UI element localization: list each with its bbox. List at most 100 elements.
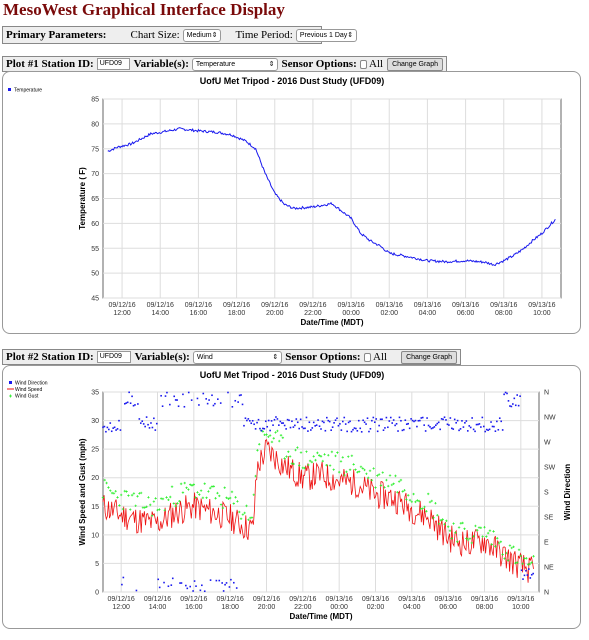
wind-direction-point (129, 402, 132, 405)
primary-parameters-bar: Primary Parameters: Chart Size: Medium ⇕ … (2, 26, 358, 44)
wind-gust-point (154, 497, 157, 500)
wind-gust-point (327, 453, 330, 457)
wind-direction-point (212, 404, 215, 407)
wind-direction-point (493, 425, 495, 428)
wind-gust-point (407, 494, 410, 497)
wind-direction-point (167, 585, 170, 588)
wind-direction-point (424, 430, 427, 432)
wind-gust-point (374, 486, 377, 489)
wind-gust-point (330, 450, 334, 454)
wind-gust-point (334, 454, 337, 458)
wind-xtick-time: 22:00 (294, 604, 312, 611)
wind-direction-point (187, 391, 190, 394)
wind-gust-point (381, 471, 384, 474)
wind-gust-point (323, 453, 326, 456)
wind-direction-point (339, 423, 341, 425)
wind-direction-point (103, 425, 106, 428)
wind-direction-point (209, 579, 212, 581)
wind-gust-point (158, 508, 161, 511)
wind-gust-point (388, 474, 392, 477)
wind-gust-point (352, 463, 355, 466)
wind-gust-point (443, 523, 446, 526)
wind-gust-point (448, 529, 452, 533)
wind-gust-point (103, 478, 107, 482)
wind-direction-point (166, 391, 168, 394)
wind-gust-point (119, 493, 123, 497)
wind-gust-point (230, 490, 234, 494)
temp-ytick-label: 50 (91, 271, 99, 278)
wind-gust-point (228, 496, 232, 500)
wind-y2tick-label: NE (544, 565, 554, 572)
wind-direction-point (173, 395, 176, 398)
chevron-updown-icon: ⇕ (272, 354, 279, 361)
wind-direction-point (147, 423, 149, 426)
wind-gust-point (205, 496, 208, 499)
wind-direction-point (514, 404, 517, 407)
wind-gust-point (245, 504, 248, 508)
wind-gust-point (403, 488, 406, 492)
wind-direction-point (294, 424, 296, 427)
wind-direction-point (234, 399, 237, 402)
wind-direction-point (507, 400, 510, 402)
wind-direction-point (458, 429, 460, 432)
page-title: MesoWest Graphical Interface Display (3, 0, 285, 19)
wind-direction-point (135, 589, 138, 592)
wind-gust-point (274, 431, 277, 434)
wind-gust-point (299, 451, 303, 454)
wind-gust-point (528, 562, 532, 566)
wind-gust-point (510, 546, 513, 550)
wind-direction-point (451, 427, 453, 430)
wind-gust-point (219, 503, 223, 506)
wind-direction-point (411, 419, 414, 422)
wind-direction-point (225, 582, 228, 584)
primary-parameters-label: Primary Parameters: (6, 29, 107, 41)
plot1-variable-select[interactable]: Temperature ⇕ (191, 57, 279, 71)
wind-gust-point (463, 527, 466, 530)
wind-gust-point (492, 530, 495, 533)
plot2-variable-value: Wind (196, 353, 213, 361)
plot1-all-checkbox[interactable] (359, 59, 367, 69)
wind-direction-point (368, 430, 370, 433)
wind-gust-point (414, 500, 417, 504)
wind-direction-point (407, 422, 409, 425)
wind-direction-point (372, 416, 375, 419)
wind-gust-point (521, 562, 524, 566)
wind-direction-point (273, 418, 276, 421)
plot2-variable-select[interactable]: Wind ⇕ (192, 350, 283, 364)
wind-direction-point (440, 418, 443, 420)
wind-direction-point (151, 426, 154, 429)
wind-direction-point (109, 422, 112, 424)
legend-wind-gust-swatch (9, 394, 12, 398)
wind-gust-point (238, 510, 241, 514)
plot2-change-graph-button[interactable]: Change Graph (401, 350, 457, 364)
wind-gust-point (312, 455, 315, 458)
wind-direction-point (401, 429, 404, 432)
wind-direction-point (237, 401, 239, 403)
temp-xtick-date: 09/12/16 (223, 302, 250, 309)
wind-direction-point (384, 427, 386, 429)
wind-gust-point (161, 497, 165, 501)
wind-direction-point (110, 430, 113, 433)
wind-gust-point (343, 473, 346, 477)
plot2-station-input[interactable]: UFD09 (96, 351, 131, 363)
wind-gust-point (307, 463, 310, 467)
wind-direction-point (314, 425, 316, 427)
plot1-panel: UofU Met Tripod - 2016 Dust Study (UFD09… (2, 71, 581, 334)
time-period-select[interactable]: Previous 1 Day ⇕ (295, 28, 358, 42)
temp-xtick-date: 09/12/16 (299, 302, 326, 309)
wind-direction-point (288, 419, 290, 422)
wind-gust-point (530, 561, 533, 564)
wind-gust-point (109, 489, 112, 492)
wind-gust-point (316, 451, 319, 455)
wind-gust-point (112, 492, 116, 495)
wind-gust-point (437, 522, 441, 526)
wind-gust-point (441, 518, 444, 521)
wind-direction-point (270, 420, 273, 422)
plot1-change-graph-button[interactable]: Change Graph (387, 57, 443, 71)
plot2-all-checkbox[interactable] (363, 352, 372, 362)
chart-size-select[interactable]: Medium ⇕ (182, 28, 222, 42)
wind-direction-point (510, 405, 513, 408)
wind-direction-point (291, 420, 293, 423)
wind-gust-point (268, 434, 272, 437)
plot1-station-input[interactable]: UFD09 (96, 58, 130, 70)
